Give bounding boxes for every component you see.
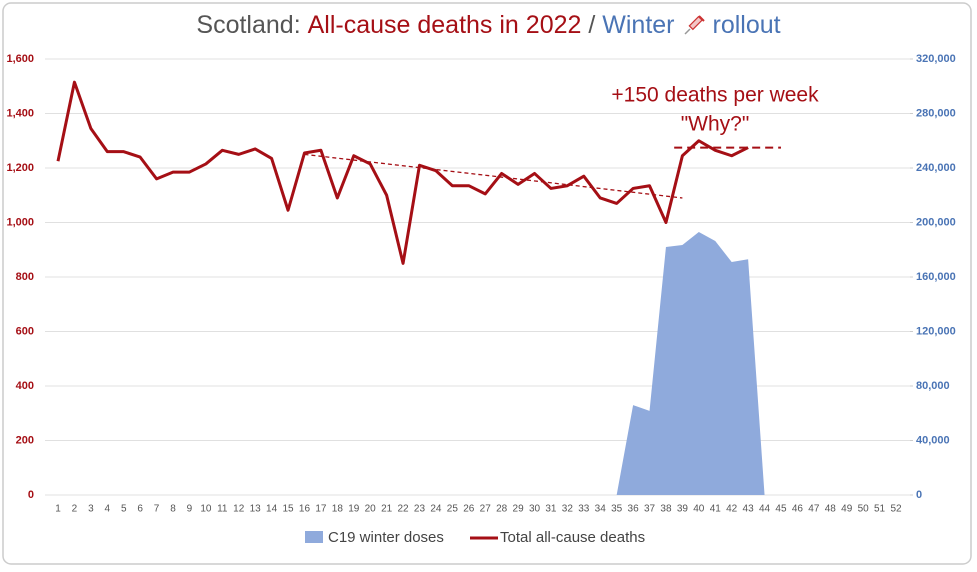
x-tick-label: 45 (775, 504, 787, 515)
x-tick-label: 35 (611, 504, 623, 515)
x-tick-label: 52 (890, 504, 902, 515)
y2-tick-label: 200,000 (916, 216, 956, 228)
y-tick-label: 1,000 (6, 216, 34, 228)
x-tick-label: 17 (315, 504, 327, 515)
y-tick-label: 0 (28, 489, 34, 501)
y-tick-label: 1,200 (6, 162, 34, 174)
x-tick-label: 12 (233, 504, 245, 515)
x-tick-label: 30 (529, 504, 541, 515)
chart-title: Scotland: All-cause deaths in 2022 / Win… (0, 10, 977, 40)
x-tick-label: 28 (496, 504, 508, 515)
x-tick-label: 34 (595, 504, 607, 515)
y-tick-label: 600 (16, 325, 34, 337)
x-tick-label: 1 (55, 504, 61, 515)
y-tick-label: 1,400 (6, 107, 34, 119)
x-tick-label: 7 (154, 504, 160, 515)
x-tick-label: 19 (348, 504, 360, 515)
x-tick-label: 10 (200, 504, 212, 515)
x-tick-label: 29 (513, 504, 525, 515)
x-tick-label: 18 (332, 504, 344, 515)
x-tick-label: 49 (841, 504, 853, 515)
y-tick-label: 800 (16, 271, 34, 283)
legend-label: C19 winter doses (328, 529, 444, 546)
y-tick-label: 200 (16, 434, 34, 446)
x-tick-label: 43 (743, 504, 755, 515)
y2-tick-label: 160,000 (916, 271, 956, 283)
x-tick-label: 14 (266, 504, 278, 515)
area (616, 232, 765, 495)
y2-tick-label: 40,000 (916, 434, 950, 446)
x-tick-label: 9 (187, 504, 193, 515)
frame (2, 2, 972, 565)
x-tick-label: 50 (858, 504, 870, 515)
x-tick-label: 8 (170, 504, 176, 515)
x-tick-label: 37 (644, 504, 656, 515)
x-tick-label: 48 (825, 504, 837, 515)
x-tick-label: 41 (710, 504, 722, 515)
line (56, 80, 749, 265)
y2-tick-label: 320,000 (916, 53, 956, 65)
trend-line (304, 153, 683, 199)
x-tick-label: 39 (677, 504, 689, 515)
x-tick-label: 13 (250, 504, 262, 515)
x-tick-label: 5 (121, 504, 127, 515)
y-tick-label: 1,600 (6, 53, 34, 65)
y2-tick-label: 120,000 (916, 325, 956, 337)
x-tick-label: 4 (105, 504, 111, 515)
y2-tick-label: 80,000 (916, 380, 950, 392)
x-tick-label: 20 (365, 504, 377, 515)
x-tick-label: 51 (874, 504, 886, 515)
x-tick-label: 2 (72, 504, 78, 515)
x-tick-label: 24 (430, 504, 442, 515)
x-tick-label: 38 (660, 504, 672, 515)
x-tick-label: 23 (414, 504, 426, 515)
title-part: Scotland: (196, 10, 301, 39)
x-tick-label: 36 (628, 504, 640, 515)
title-part: rollout (712, 10, 781, 39)
x-tick-label: 26 (463, 504, 475, 515)
x-tick-label: 15 (282, 504, 294, 515)
x-tick-label: 42 (726, 504, 738, 515)
x-tick-label: 32 (562, 504, 574, 515)
y-tick-label: 400 (16, 380, 34, 392)
x-tick-label: 16 (299, 504, 311, 515)
x-tick-label: 21 (381, 504, 393, 515)
x-tick-label: 44 (759, 504, 771, 515)
x-tick-label: 27 (480, 504, 492, 515)
x-tick-label: 11 (217, 504, 228, 515)
y2-tick-label: 280,000 (916, 107, 956, 119)
y2-tick-label: 240,000 (916, 162, 956, 174)
x-tick-label: 47 (808, 504, 820, 515)
syringe-icon (683, 15, 705, 35)
x-tick-label: 46 (792, 504, 804, 515)
x-tick-label: 22 (397, 504, 409, 515)
legend-swatch (305, 531, 323, 543)
y2-tick-label: 0 (916, 489, 922, 501)
title-part: / (588, 10, 596, 39)
x-tick-label: 40 (693, 504, 705, 515)
annotation: "Why?" (681, 113, 750, 136)
x-tick-label: 25 (447, 504, 459, 515)
x-tick-label: 6 (137, 504, 143, 515)
legend-label: Total all-cause deaths (500, 529, 645, 546)
x-tick-label: 31 (545, 504, 557, 515)
x-tick-label: 33 (578, 504, 590, 515)
title-part: Winter (602, 10, 675, 39)
annotation: +150 deaths per week (611, 84, 819, 107)
title-part: All-cause deaths in 2022 (307, 10, 582, 39)
x-tick-label: 3 (88, 504, 94, 515)
